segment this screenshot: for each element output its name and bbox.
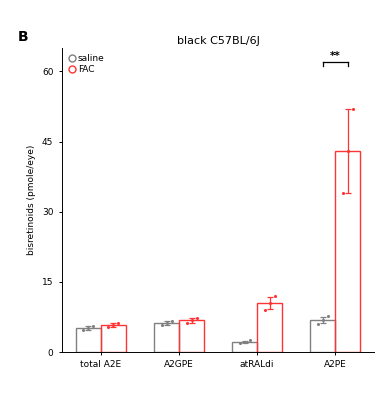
Bar — [76, 328, 101, 352]
Bar — [257, 303, 282, 352]
Bar — [335, 151, 360, 352]
Point — [345, 148, 351, 154]
Point — [325, 313, 331, 320]
Point — [115, 319, 122, 326]
Point — [105, 324, 112, 330]
Point — [315, 321, 321, 327]
Point — [159, 322, 165, 328]
Point — [271, 293, 278, 299]
Point — [193, 315, 200, 321]
Point — [242, 338, 248, 345]
Text: **: ** — [330, 51, 340, 61]
Y-axis label: bisretinoids (pmole/eye): bisretinoids (pmole/eye) — [27, 145, 36, 255]
Point — [183, 319, 190, 326]
Bar — [232, 342, 257, 352]
Bar — [179, 320, 204, 352]
Point — [110, 322, 117, 328]
Bar — [310, 320, 335, 352]
Bar — [154, 323, 179, 352]
Point — [168, 318, 174, 324]
Point — [80, 326, 86, 333]
Point — [262, 307, 268, 313]
Point — [267, 300, 273, 306]
Point — [188, 317, 195, 323]
Text: B: B — [18, 30, 29, 44]
Bar — [101, 325, 126, 352]
Point — [320, 317, 326, 323]
Legend: saline, FAC: saline, FAC — [66, 52, 107, 76]
Point — [247, 337, 253, 344]
Title: black C57BL/6J: black C57BL/6J — [177, 36, 259, 46]
Point — [90, 323, 96, 329]
Point — [85, 324, 91, 331]
Point — [163, 320, 169, 326]
Point — [237, 340, 243, 346]
Point — [340, 190, 346, 196]
Point — [350, 106, 356, 112]
